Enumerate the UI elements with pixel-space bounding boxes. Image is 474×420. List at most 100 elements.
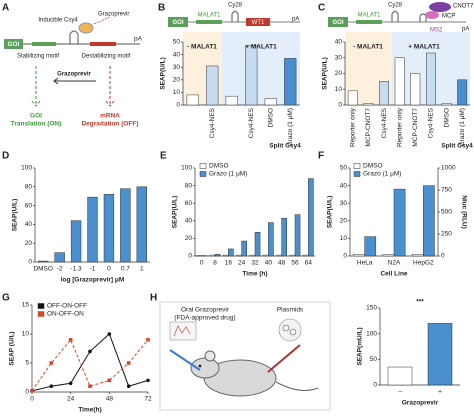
- bar: [249, 254, 256, 257]
- x-axis-label: Cell Line: [380, 271, 407, 278]
- label: Cy28: [228, 3, 243, 9]
- y-tick-label: 40: [185, 218, 193, 225]
- point: [146, 338, 150, 342]
- label: GOI: [8, 41, 20, 48]
- x-tick-label: Reporter only: [396, 107, 403, 147]
- annotation: - MALAT1: [353, 44, 383, 51]
- legend-swatch: [37, 311, 45, 317]
- y-tick-label: 30: [335, 54, 343, 61]
- x-tick-label: MCP-CNOT7: [412, 108, 419, 147]
- point: [126, 361, 131, 365]
- x-tick-label: HeLa: [357, 260, 373, 267]
- label: WT1: [252, 20, 265, 26]
- bar: [236, 254, 242, 257]
- point: [30, 389, 34, 393]
- y-tick-label: 150: [366, 305, 377, 312]
- label: Destabilizing motif: [82, 54, 131, 60]
- point: [88, 349, 92, 354]
- x-axis-label: Time (h): [242, 271, 267, 278]
- y-tick-label: 20: [173, 77, 181, 84]
- stab-motif: [32, 42, 56, 46]
- label: pA: [134, 36, 143, 43]
- y-axis-label: SEAP(U/L): [172, 196, 179, 229]
- bar: [284, 58, 297, 106]
- x-tick-label: 16: [225, 260, 233, 267]
- point: [49, 361, 54, 365]
- bar: [426, 52, 436, 106]
- legend-label: Grazo (1 μM): [209, 171, 247, 178]
- annotation: - MALAT1: [187, 44, 217, 51]
- panel-label: C: [318, 3, 325, 14]
- x-tick-label: MCP-CNOT7: [365, 108, 372, 147]
- bar: [303, 254, 309, 257]
- label: MALAT1: [198, 13, 222, 19]
- y-tick-label: 30: [173, 64, 181, 71]
- x-tick-label: 64: [305, 260, 313, 267]
- y2-tick-label: 750: [441, 187, 452, 194]
- bar: [223, 254, 229, 257]
- label: (FDA-approved drug): [174, 315, 235, 322]
- bar: [263, 254, 269, 257]
- panel-labels: A B C D E F G H: [2, 3, 325, 304]
- y-tick-label: 0: [343, 253, 347, 260]
- y-tick-label: 0: [373, 382, 377, 389]
- y-axis-label: SEAP(U/L): [12, 199, 19, 232]
- diagram-a: GOI pA Inducible Csy4 Grazoprevir Stabil…: [4, 12, 143, 128]
- y-axis-label: SEAP(U/L): [327, 196, 334, 229]
- y-tick-label: 0: [25, 389, 29, 396]
- x-tick-label: DMSO: [267, 108, 274, 128]
- x-tick-label: 24: [238, 260, 246, 267]
- x-tick-label: Grazo (1 μM): [459, 108, 466, 146]
- annotation: Split Csy4: [269, 143, 301, 150]
- x-tick-label: +: [438, 389, 442, 396]
- x-tick-label: Reporter only: [350, 107, 357, 147]
- x-tick-label: 0: [200, 260, 204, 267]
- bar: [364, 236, 377, 257]
- bar: [206, 65, 219, 106]
- series-line: [31, 333, 149, 392]
- bar: [441, 103, 452, 106]
- panel-label: G: [2, 293, 10, 304]
- y2-tick-label: 250: [441, 231, 452, 238]
- bar: [268, 222, 274, 257]
- y-tick-label: 40: [173, 51, 181, 58]
- x-tick-label: HepG2: [413, 260, 434, 267]
- bar: [347, 90, 358, 106]
- y2-axis-label: Nluc (RLU): [460, 195, 467, 229]
- bar: [228, 248, 234, 257]
- y-tick-label: 15: [22, 302, 30, 309]
- arrow: [53, 77, 96, 85]
- bar: [281, 217, 287, 257]
- y-tick-label: 20: [335, 70, 343, 77]
- legend-swatch: [353, 171, 361, 177]
- y-tick-label: 50: [340, 165, 348, 172]
- y2-tick-label: 1000: [441, 165, 456, 172]
- panel-label: F: [318, 151, 324, 162]
- panel-label: H: [150, 293, 157, 304]
- bar: [103, 194, 115, 263]
- x-tick-label: 48: [278, 260, 286, 267]
- y-tick-label: 0: [338, 102, 342, 109]
- destab-motif: [90, 42, 116, 46]
- label: GOI: [332, 20, 343, 26]
- y-tick-label: 0: [28, 259, 32, 266]
- y-tick-label: 40: [340, 182, 348, 189]
- y-axis-label: SEAP (U/L): [9, 331, 16, 365]
- y-tick-label: 10: [22, 331, 30, 338]
- legend-swatch: [353, 163, 361, 169]
- x-axis-label: Time(h): [78, 407, 101, 414]
- bar: [136, 186, 147, 263]
- bar: [87, 196, 98, 263]
- x-tick-label: DMSO: [443, 108, 450, 128]
- y-tick-label: 10: [173, 89, 181, 96]
- point: [107, 378, 112, 383]
- x-tick-label: Csy4-NES: [248, 107, 255, 138]
- label: MALAT1: [358, 13, 382, 19]
- y-tick-label: 50: [370, 356, 378, 363]
- panel-label: B: [158, 3, 165, 14]
- point: [68, 381, 73, 386]
- bar: [70, 220, 82, 263]
- bar: [209, 254, 216, 257]
- point: [68, 338, 73, 342]
- y-tick-label: 80: [185, 182, 193, 189]
